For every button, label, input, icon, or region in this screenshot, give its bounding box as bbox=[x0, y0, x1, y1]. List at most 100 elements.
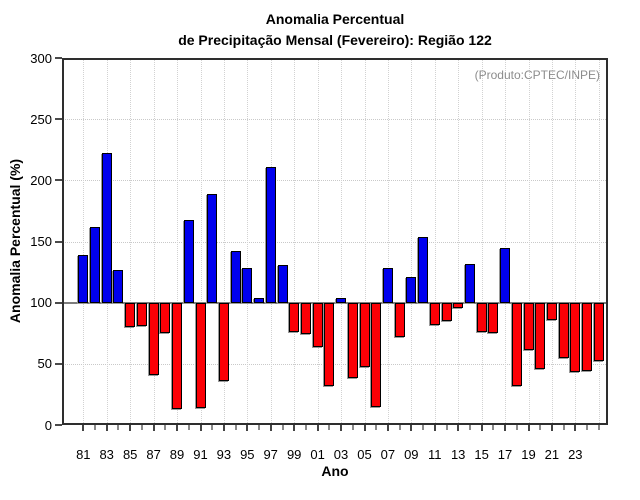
x-tick-2015 bbox=[480, 425, 483, 431]
x-tick-2020 bbox=[539, 425, 542, 430]
plot-area: (Produto:CPTEC/INPE) bbox=[62, 58, 608, 425]
x-gridline-2003 bbox=[341, 58, 342, 425]
y-gridline-250 bbox=[62, 119, 608, 121]
x-tick-label-89: 89 bbox=[169, 447, 185, 462]
bar-1987 bbox=[148, 302, 159, 375]
bar-1986 bbox=[136, 302, 147, 326]
bar-2007 bbox=[382, 268, 393, 303]
bar-2021 bbox=[546, 302, 557, 320]
x-tick-1996 bbox=[258, 425, 260, 430]
x-gridline-1987 bbox=[153, 58, 155, 425]
bar-2016 bbox=[488, 302, 499, 334]
x-tick-2002 bbox=[328, 425, 331, 430]
bar-2001 bbox=[312, 302, 323, 347]
x-tick-2007 bbox=[386, 425, 389, 431]
x-tick-1989 bbox=[176, 425, 178, 431]
x-tick-label-03: 03 bbox=[333, 447, 349, 462]
y-tick-label-0: 0 bbox=[44, 417, 52, 433]
x-tick-2000 bbox=[304, 425, 307, 430]
y-tick-label-100: 100 bbox=[30, 295, 52, 311]
bar-1998 bbox=[277, 264, 288, 303]
bar-1999 bbox=[289, 302, 300, 333]
x-tick-1981 bbox=[82, 425, 85, 431]
y-gridline-150 bbox=[62, 241, 608, 243]
x-tick-label-95: 95 bbox=[240, 447, 255, 462]
x-tick-2022 bbox=[562, 425, 565, 430]
bar-1984 bbox=[113, 269, 124, 303]
bar-2018 bbox=[511, 302, 522, 386]
x-gridline-2019 bbox=[528, 58, 530, 425]
x-tick-label-21: 21 bbox=[544, 447, 560, 462]
y-tick-200 bbox=[55, 179, 62, 182]
x-tick-2021 bbox=[550, 425, 553, 431]
x-gridline-2005 bbox=[364, 58, 366, 425]
bar-1994 bbox=[230, 251, 241, 303]
x-gridline-2017 bbox=[505, 58, 506, 425]
bar-2012 bbox=[441, 302, 452, 321]
x-tick-2012 bbox=[445, 425, 448, 430]
x-tick-2018 bbox=[515, 425, 518, 430]
bar-2008 bbox=[394, 302, 405, 337]
bar-1991 bbox=[195, 302, 206, 408]
bar-2002 bbox=[324, 302, 335, 386]
x-tick-label-01: 01 bbox=[310, 447, 325, 462]
bar-2020 bbox=[535, 302, 546, 369]
x-tick-1985 bbox=[129, 425, 132, 431]
bar-2011 bbox=[429, 302, 440, 325]
bar-2000 bbox=[300, 302, 311, 335]
bar-2005 bbox=[359, 302, 370, 368]
x-tick-2001 bbox=[316, 425, 319, 431]
bar-2024 bbox=[582, 302, 592, 372]
x-tick-label-05: 05 bbox=[357, 447, 372, 462]
bar-2004 bbox=[347, 302, 358, 379]
bar-2006 bbox=[371, 302, 382, 407]
x-gridline-1995 bbox=[247, 58, 249, 425]
x-tick-label-81: 81 bbox=[76, 447, 91, 462]
x-tick-2024 bbox=[586, 425, 588, 430]
y-tick-50 bbox=[55, 362, 62, 365]
x-tick-label-13: 13 bbox=[450, 447, 466, 462]
x-tick-1982 bbox=[94, 425, 96, 430]
bar-1983 bbox=[101, 153, 112, 303]
bar-2023 bbox=[570, 302, 581, 373]
bar-1996 bbox=[254, 297, 264, 303]
product-annotation: (Produto:CPTEC/INPE) bbox=[474, 68, 600, 82]
x-gridline-2025 bbox=[598, 58, 600, 425]
x-tick-2011 bbox=[433, 425, 436, 431]
x-tick-1983 bbox=[105, 425, 108, 431]
y-tick-label-300: 300 bbox=[30, 50, 52, 66]
bar-1995 bbox=[242, 268, 253, 303]
x-tick-label-97: 97 bbox=[263, 447, 278, 462]
x-gridline-2023 bbox=[575, 58, 577, 425]
x-tick-label-07: 07 bbox=[380, 447, 396, 462]
y-tick-label-50: 50 bbox=[37, 356, 52, 372]
x-gridline-2013 bbox=[458, 58, 460, 425]
bar-2025 bbox=[593, 302, 604, 362]
x-tick-label-09: 09 bbox=[404, 447, 419, 462]
x-gridline-1981 bbox=[83, 58, 85, 425]
bar-1988 bbox=[160, 302, 171, 334]
y-tick-100 bbox=[55, 301, 62, 304]
x-gridline-1989 bbox=[177, 58, 178, 425]
x-tick-label-91: 91 bbox=[193, 447, 208, 462]
x-tick-label-17: 17 bbox=[497, 447, 513, 462]
chart-title-line2: de Precipitação Mensal (Fevereiro): Regi… bbox=[178, 32, 492, 48]
y-tick-label-200: 200 bbox=[30, 172, 52, 188]
x-tick-1994 bbox=[234, 425, 237, 430]
y-tick-300 bbox=[55, 57, 62, 59]
bar-1997 bbox=[265, 166, 276, 303]
bar-1989 bbox=[172, 302, 182, 410]
y-tick-label-250: 250 bbox=[30, 111, 52, 127]
x-tick-2023 bbox=[574, 425, 577, 431]
x-tick-label-19: 19 bbox=[521, 447, 536, 462]
x-gridline-1985 bbox=[130, 58, 132, 425]
x-tick-2004 bbox=[351, 425, 354, 430]
y-tick-label-150: 150 bbox=[30, 234, 52, 249]
x-gridline-2011 bbox=[434, 58, 436, 425]
x-gridline-2007 bbox=[387, 58, 389, 425]
x-tick-2025 bbox=[597, 425, 600, 430]
y-tick-0 bbox=[55, 424, 62, 426]
x-tick-label-15: 15 bbox=[474, 447, 489, 462]
x-tick-2003 bbox=[340, 425, 342, 431]
x-tick-2005 bbox=[363, 425, 366, 431]
